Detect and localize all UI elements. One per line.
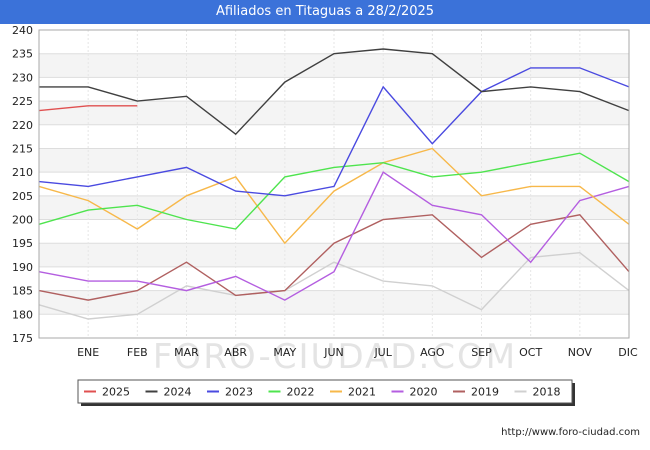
y-tick-label: 225 bbox=[12, 95, 33, 108]
y-tick-label: 210 bbox=[12, 166, 33, 179]
y-tick-label: 185 bbox=[12, 285, 33, 298]
y-tick-label: 190 bbox=[12, 261, 33, 274]
series-line-2025 bbox=[38, 105, 138, 112]
y-tick-label: 200 bbox=[12, 214, 33, 227]
series-line-2024 bbox=[39, 48, 630, 136]
legend-label-2018: 2018 bbox=[533, 386, 561, 399]
x-tick-label: JUL bbox=[373, 346, 392, 359]
y-tick-label: 240 bbox=[12, 24, 33, 37]
legend-label-2019: 2019 bbox=[471, 386, 499, 399]
y-axis-ticks: 175 180 185 190 195 200 205 210 215 220 225 230 235 2… bbox=[12, 24, 33, 345]
x-tick-label: MAY bbox=[273, 346, 296, 359]
y-tick-label: 215 bbox=[12, 142, 33, 155]
legend: 2025 2024 2023 2022 2021 2020 2019 2018 bbox=[77, 379, 575, 406]
y-tick-label: 175 bbox=[12, 332, 33, 345]
x-tick-label: DIC bbox=[618, 346, 638, 359]
legend-label-2022: 2022 bbox=[287, 386, 315, 399]
x-tick-label: OCT bbox=[519, 346, 542, 359]
y-tick-label: 220 bbox=[12, 119, 33, 132]
y-tick-label: 235 bbox=[12, 48, 33, 61]
x-tick-label: ENE bbox=[77, 346, 99, 359]
series-line-2018 bbox=[38, 251, 630, 320]
legend-box bbox=[77, 379, 573, 404]
x-tick-label: NOV bbox=[568, 346, 593, 359]
legend-label-2023: 2023 bbox=[225, 386, 253, 399]
series-line-2019 bbox=[38, 214, 630, 301]
y-tick-label: 195 bbox=[12, 237, 33, 250]
series-line-2020 bbox=[38, 171, 630, 301]
legend-label-2021: 2021 bbox=[348, 386, 376, 399]
plot-frame bbox=[38, 29, 630, 339]
legend-label-2024: 2024 bbox=[164, 386, 192, 399]
legend-label-2025: 2025 bbox=[102, 386, 130, 399]
plot-band bbox=[39, 101, 629, 125]
legend-label-2020: 2020 bbox=[410, 386, 438, 399]
x-tick-label: ABR bbox=[224, 346, 247, 359]
y-tick-label: 205 bbox=[12, 190, 33, 203]
x-tick-label: SEP bbox=[471, 346, 492, 359]
watermark-text: FORO-CIUDAD.COM bbox=[153, 337, 517, 377]
series-lines bbox=[38, 48, 630, 320]
y-tick-label: 230 bbox=[12, 71, 33, 84]
x-tick-label: MAR bbox=[174, 346, 199, 359]
x-tick-label: AGO bbox=[420, 346, 445, 359]
x-axis-ticks: ENE FEB MAR ABR MAY JUN JUL AGO SEP OCT NOV DIC bbox=[77, 346, 638, 359]
series-line-2022 bbox=[38, 152, 630, 230]
x-tick-label: FEB bbox=[127, 346, 148, 359]
y-tick-label: 180 bbox=[12, 308, 33, 321]
plot-band bbox=[39, 53, 629, 78]
source-url: http://www.foro-ciudad.com bbox=[501, 427, 640, 438]
series-line-2023 bbox=[38, 67, 630, 197]
chart-title: Afiliados en Titaguas a 28/2/2025 bbox=[0, 0, 650, 24]
x-tick-label: JUN bbox=[323, 346, 344, 359]
series-line-2021 bbox=[38, 147, 630, 245]
